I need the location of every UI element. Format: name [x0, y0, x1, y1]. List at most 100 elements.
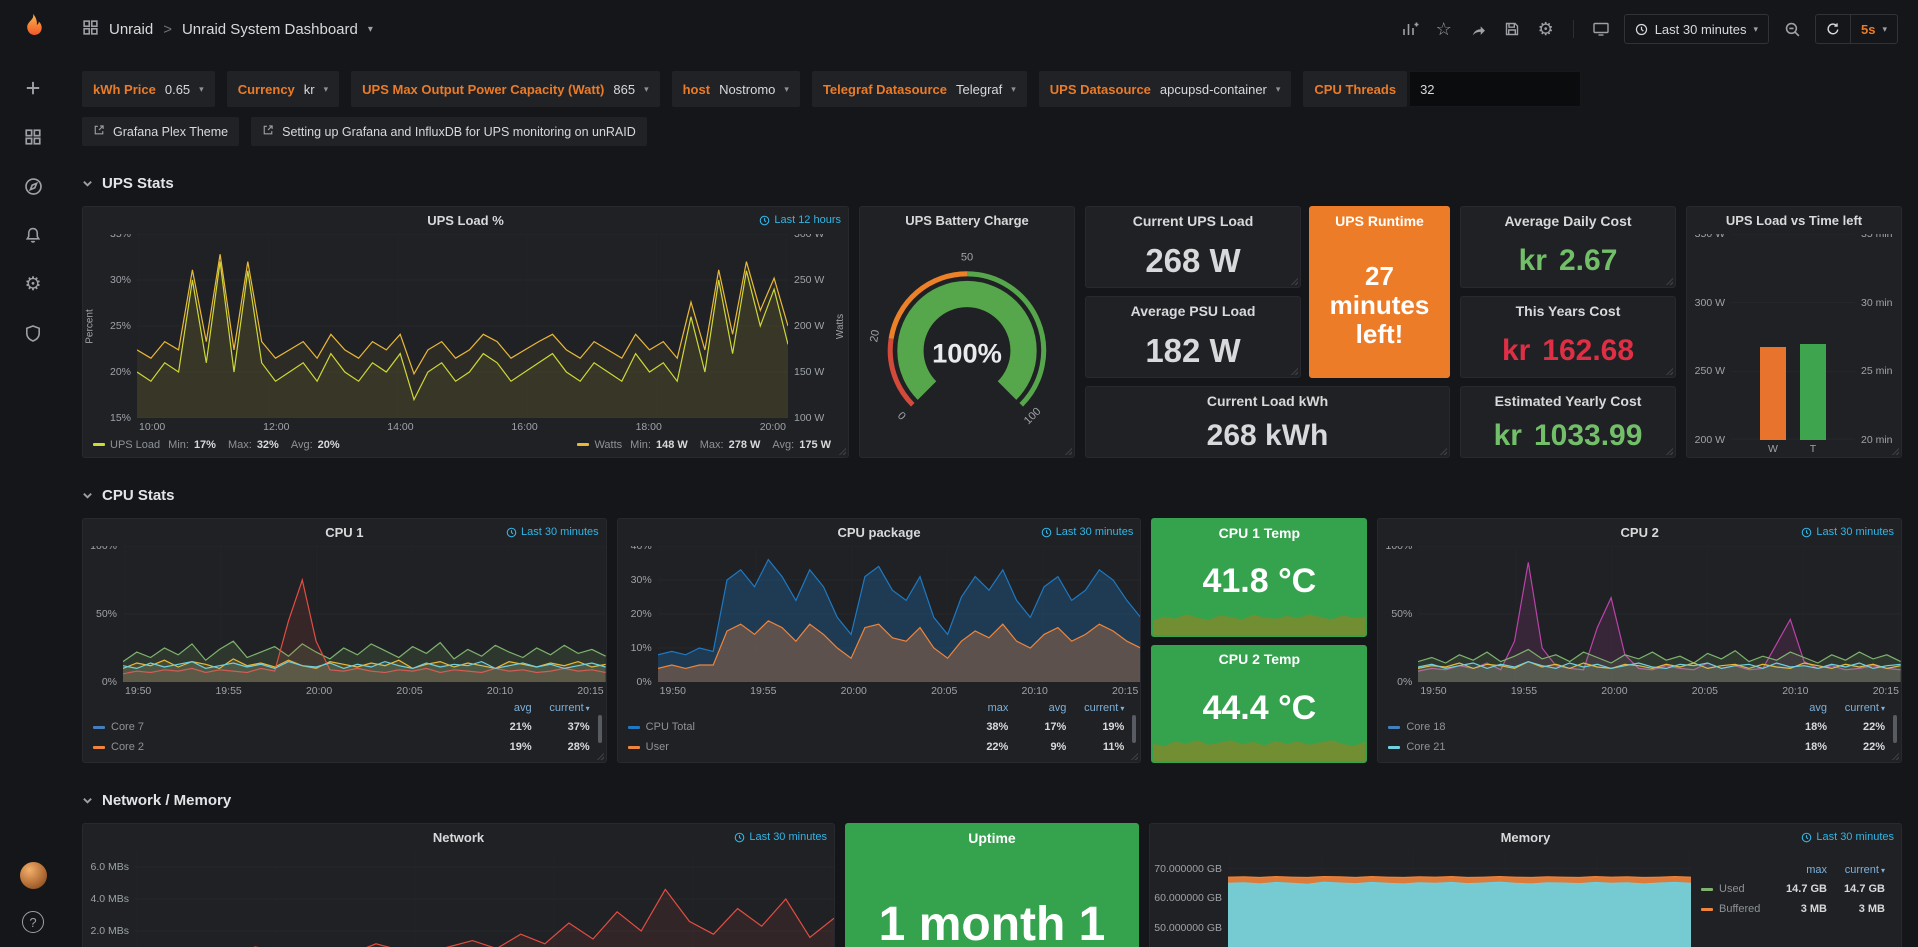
- variable-value[interactable]: kr: [303, 81, 315, 97]
- create-plus-icon[interactable]: [22, 77, 44, 99]
- grafana-logo[interactable]: [18, 12, 48, 47]
- section-header-cpu-stats[interactable]: CPU Stats: [82, 484, 1902, 506]
- ups_load-svg[interactable]: [137, 234, 788, 418]
- legend-column-header[interactable]: current ▾: [1844, 702, 1886, 714]
- user-avatar[interactable]: [19, 862, 47, 889]
- panel-header[interactable]: Average PSU Load: [1086, 297, 1300, 324]
- legend-series[interactable]: Core 18: [1388, 721, 1769, 733]
- panel-header[interactable]: Memory Last 30 minutes: [1150, 824, 1901, 851]
- panel-header[interactable]: UPS Battery Charge: [860, 207, 1074, 234]
- panel-header[interactable]: UPS Runtime: [1310, 207, 1449, 234]
- legend-column-header[interactable]: max: [1806, 864, 1827, 876]
- legend-column-header[interactable]: current ▾: [1844, 864, 1885, 876]
- link-ups-monitoring-guide[interactable]: Setting up Grafana and InfluxDB for UPS …: [251, 117, 647, 146]
- panel-header[interactable]: Current Load kWh: [1086, 387, 1449, 414]
- legend-series[interactable]: User: [627, 741, 951, 753]
- explore-compass-icon[interactable]: [22, 175, 44, 197]
- legend-scrollbar[interactable]: [597, 715, 602, 743]
- panel-header[interactable]: This Years Cost: [1461, 297, 1675, 324]
- ups_vs_time-plot-area[interactable]: [1731, 234, 1855, 440]
- legend-item[interactable]: UPS Load Min: 17% Max: 32% Avg: 20%: [93, 439, 347, 451]
- server-admin-shield-icon[interactable]: [22, 322, 44, 344]
- link-grafana-plex-theme[interactable]: Grafana Plex Theme: [82, 117, 240, 146]
- cpu2-svg[interactable]: [1418, 546, 1902, 682]
- cpu1-svg[interactable]: [123, 546, 606, 682]
- panel-header[interactable]: CPU 2 Temp: [1152, 646, 1366, 673]
- share-dashboard-button[interactable]: [1463, 14, 1493, 44]
- variable-ups-max-output[interactable]: UPS Max Output Power Capacity (Watt) 865…: [351, 71, 660, 107]
- variable-ups-datasource[interactable]: UPS Datasource apcupsd-container ▾: [1038, 71, 1292, 107]
- network-plot-area[interactable]: [135, 851, 834, 947]
- section-header-network-memory[interactable]: Network / Memory: [82, 789, 1902, 811]
- section-header-ups-stats[interactable]: UPS Stats: [82, 172, 1902, 194]
- cycle-view-mode-tv-icon[interactable]: [1586, 14, 1616, 44]
- ups_load-plot-area[interactable]: [137, 234, 788, 418]
- star-dashboard-button[interactable]: ☆: [1429, 14, 1459, 44]
- variable-value[interactable]: 0.65: [164, 81, 191, 97]
- memory-svg[interactable]: [1228, 851, 1691, 947]
- legend-series[interactable]: Used: [1701, 883, 1769, 895]
- panel-header[interactable]: CPU 2 Last 30 minutes: [1378, 519, 1901, 546]
- network-svg[interactable]: [135, 851, 834, 947]
- cpu2-plot-area[interactable]: [1418, 546, 1902, 682]
- bar-W[interactable]: [1760, 346, 1786, 440]
- legend-column-header[interactable]: avg: [1809, 702, 1828, 714]
- variable-telegraf-datasource[interactable]: Telegraf Datasource Telegraf ▾: [811, 71, 1027, 107]
- help-icon[interactable]: ?: [22, 911, 44, 933]
- dashboards-icon[interactable]: [22, 126, 44, 148]
- panel-header[interactable]: UPS Load vs Time left: [1687, 207, 1901, 234]
- variable-value[interactable]: Nostromo: [719, 81, 776, 97]
- legend-scrollbar[interactable]: [1132, 715, 1137, 743]
- panel-header[interactable]: CPU 1 Temp: [1152, 519, 1366, 546]
- breadcrumb-dashboard-title[interactable]: Unraid System Dashboard: [181, 20, 358, 38]
- dashboard-grid-icon[interactable]: [82, 19, 99, 40]
- legend-series[interactable]: Core 21: [1388, 741, 1769, 753]
- cpu_package-plot-area[interactable]: [657, 546, 1141, 682]
- panel-header[interactable]: Estimated Yearly Cost: [1461, 387, 1675, 414]
- memory-plot-area[interactable]: [1228, 851, 1691, 947]
- add-panel-button[interactable]: [1395, 14, 1425, 44]
- cpu1-plot-area[interactable]: [123, 546, 606, 682]
- legend-column-header[interactable]: avg: [513, 702, 532, 714]
- variable-value[interactable]: apcupsd-container: [1159, 81, 1267, 97]
- variable-value[interactable]: 865: [613, 81, 636, 97]
- legend-series[interactable]: CPU Total: [627, 721, 951, 733]
- cpu_package-svg[interactable]: [657, 546, 1141, 682]
- dashboard-settings-gear-icon[interactable]: ⚙: [1531, 14, 1561, 44]
- panel-header[interactable]: CPU 1 Last 30 minutes: [83, 519, 606, 546]
- zoom-out-button[interactable]: [1777, 14, 1807, 44]
- legend-scrollbar[interactable]: [1893, 715, 1898, 743]
- save-dashboard-button[interactable]: [1497, 14, 1527, 44]
- legend-series[interactable]: Core 7: [93, 721, 474, 733]
- legend-column-header[interactable]: current ▾: [1084, 702, 1125, 714]
- legend-stat-label: Max:: [699, 438, 724, 451]
- variable-host[interactable]: host Nostromo ▾: [671, 71, 800, 107]
- variable-value[interactable]: Telegraf: [955, 81, 1003, 97]
- cpu-threads-input[interactable]: [1409, 71, 1582, 107]
- configuration-gear-icon[interactable]: ⚙: [24, 273, 42, 295]
- variable-currency[interactable]: Currency kr ▾: [226, 71, 340, 107]
- panel-header[interactable]: Average Daily Cost: [1461, 207, 1675, 234]
- refresh-button[interactable]: [1816, 15, 1850, 43]
- variable-kwh-price[interactable]: kWh Price 0.65 ▾: [82, 71, 215, 107]
- refresh-interval-picker[interactable]: 5s ▾: [1850, 15, 1897, 43]
- chevron-down-icon[interactable]: ▾: [367, 23, 373, 35]
- breadcrumb-app[interactable]: Unraid: [109, 20, 154, 38]
- time-range-picker[interactable]: Last 30 minutes ▾: [1625, 15, 1768, 43]
- legend-series[interactable]: Buffered: [1701, 903, 1769, 915]
- y-tick-label: 70.000000 GB: [1154, 862, 1222, 875]
- panel-header[interactable]: Current UPS Load: [1086, 207, 1300, 234]
- legend-color-dash: [1388, 745, 1401, 749]
- alerting-bell-icon[interactable]: [22, 224, 44, 246]
- panel-header[interactable]: UPS Load % Last 12 hours: [83, 207, 848, 234]
- legend-item[interactable]: Watts Min: 148 W Max: 278 W Avg: 175 W: [577, 439, 838, 451]
- legend-column-header[interactable]: current ▾: [549, 702, 590, 714]
- legend-series[interactable]: Core 2: [93, 741, 474, 753]
- panel-header[interactable]: Uptime: [846, 824, 1138, 851]
- panel-header[interactable]: CPU package Last 30 minutes: [618, 519, 1141, 546]
- legend-column-header[interactable]: max: [987, 702, 1009, 714]
- panel-header[interactable]: Network Last 30 minutes: [83, 824, 834, 851]
- legend-column-header[interactable]: avg: [1048, 702, 1067, 714]
- legend-value: 22%: [1862, 741, 1886, 753]
- bar-T[interactable]: [1800, 343, 1826, 440]
